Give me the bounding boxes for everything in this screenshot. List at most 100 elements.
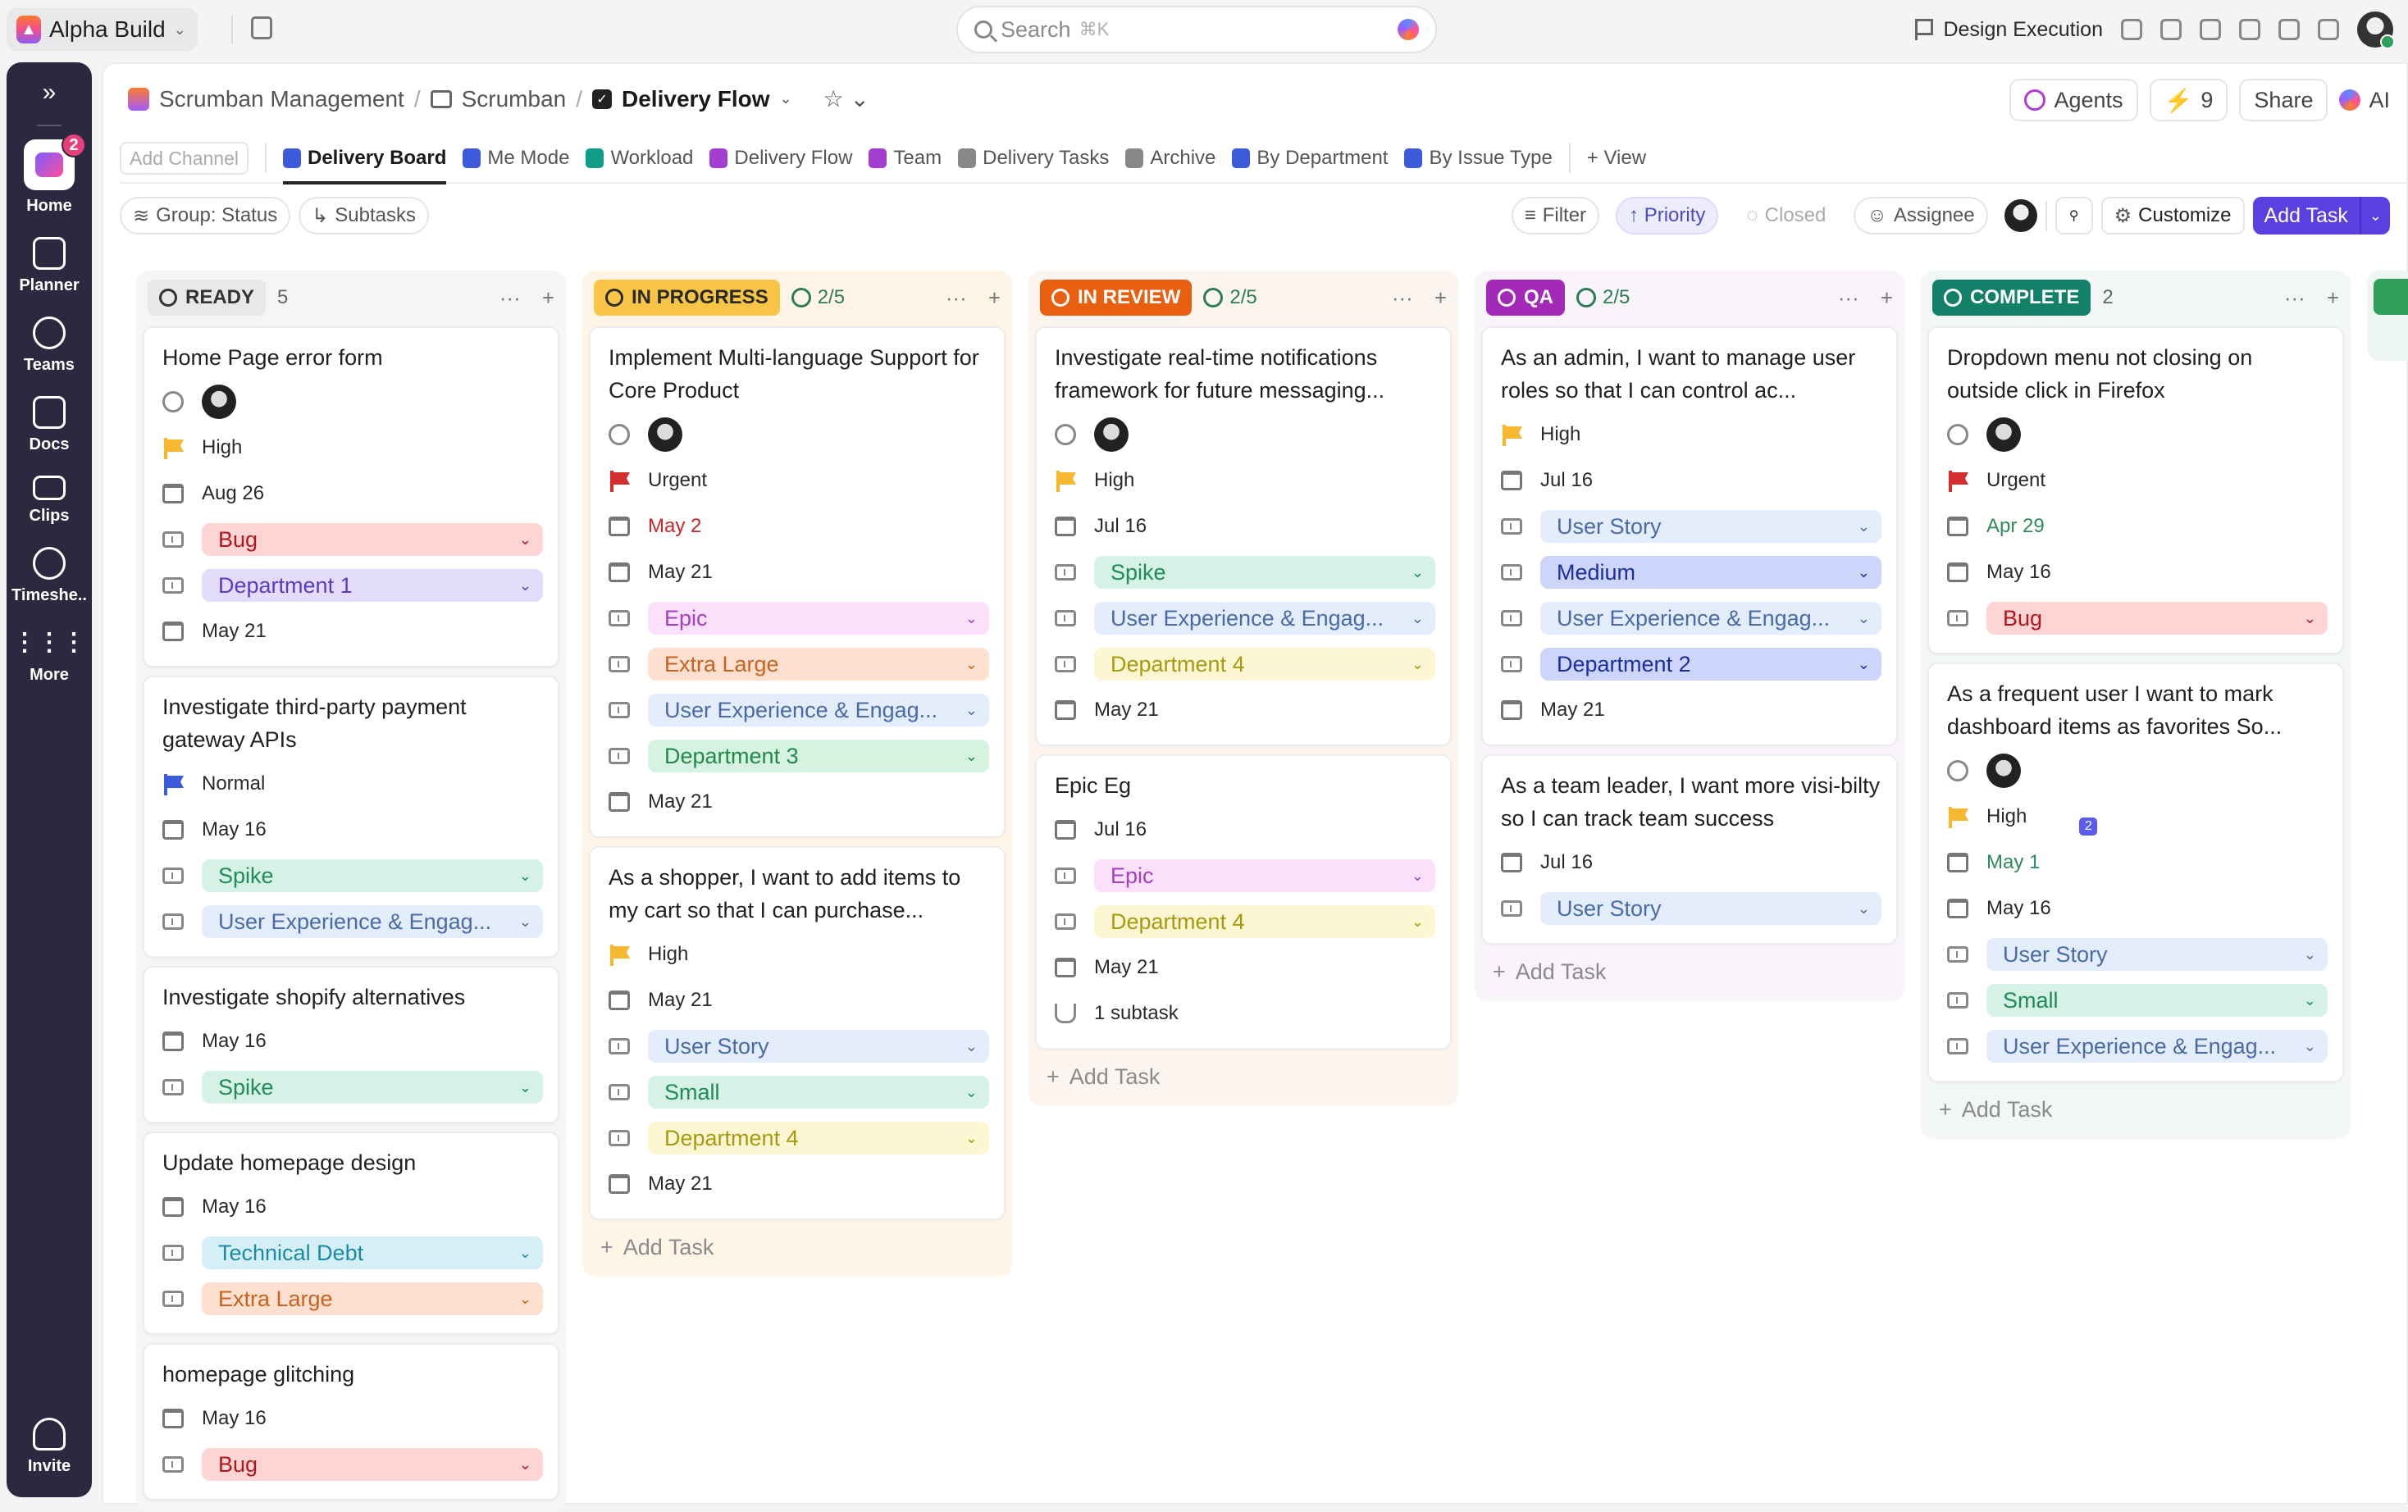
- date-label[interactable]: May 21: [648, 790, 713, 813]
- status-badge[interactable]: COMPLETE: [1932, 280, 2091, 316]
- add-icon[interactable]: +: [541, 285, 554, 310]
- filter-button[interactable]: ≡ Filter: [1511, 197, 1600, 235]
- task-card[interactable]: As an admin, I want to manage user roles…: [1481, 326, 1898, 746]
- date-label[interactable]: May 21: [202, 620, 267, 642]
- custom-field-dropdown[interactable]: Spike ⌄: [202, 1071, 543, 1104]
- custom-field-dropdown[interactable]: Epic ⌄: [648, 602, 989, 635]
- date-label[interactable]: May 21: [648, 989, 713, 1011]
- tab-delivery-tasks[interactable]: Delivery Tasks: [958, 134, 1109, 183]
- date-label[interactable]: Jul 16: [1540, 851, 1594, 873]
- custom-field-dropdown[interactable]: Spike ⌄: [1094, 556, 1435, 589]
- watchers-avatar-stack[interactable]: 2: [2059, 803, 2098, 836]
- priority-label[interactable]: High: [1986, 805, 2027, 827]
- priority-label[interactable]: Urgent: [648, 469, 708, 491]
- date-label[interactable]: Apr 29: [1986, 515, 2045, 537]
- date-label[interactable]: May 16: [202, 1030, 267, 1052]
- custom-field-dropdown[interactable]: Department 4 ⌄: [648, 1122, 989, 1154]
- task-title[interactable]: homepage glitching: [162, 1362, 355, 1387]
- tab-delivery-board[interactable]: Delivery Board: [283, 134, 447, 184]
- custom-field-dropdown[interactable]: Bug ⌄: [202, 1448, 543, 1481]
- breadcrumb-list[interactable]: Delivery Flow: [622, 85, 770, 112]
- avatar[interactable]: [1986, 417, 2021, 452]
- custom-field-dropdown[interactable]: User Story ⌄: [648, 1030, 989, 1063]
- task-title[interactable]: As a frequent user I want to mark dashbo…: [1947, 681, 2283, 739]
- closed-toggle[interactable]: ◌ Closed: [1735, 197, 1838, 235]
- task-card[interactable]: Investigate real-time notifications fram…: [1035, 326, 1452, 746]
- date-label[interactable]: Jul 16: [1094, 818, 1147, 840]
- task-title[interactable]: As a team leader, I want more visi-bilty…: [1501, 773, 1881, 831]
- sidebar-item-clips[interactable]: Clips: [30, 476, 69, 526]
- date-label[interactable]: May 2: [648, 515, 702, 537]
- add-task-button[interactable]: Add Task ⌄: [2252, 197, 2390, 235]
- workspace-switcher[interactable]: ▲ Alpha Build ⌄: [7, 7, 198, 52]
- date-label[interactable]: May 1: [1986, 851, 2041, 873]
- task-card[interactable]: As a shopper, I want to add items to my …: [589, 846, 1006, 1220]
- custom-field-dropdown[interactable]: Extra Large ⌄: [202, 1282, 543, 1315]
- custom-field-dropdown[interactable]: User Story ⌄: [1540, 892, 1881, 925]
- add-icon[interactable]: +: [987, 285, 1001, 310]
- task-title[interactable]: As a shopper, I want to add items to my …: [609, 865, 961, 922]
- priority-label[interactable]: High: [648, 943, 689, 965]
- alarm-clock-icon[interactable]: [2278, 19, 2300, 40]
- search-tasks-button[interactable]: ⚲: [2055, 197, 2093, 235]
- task-title[interactable]: Investigate shopify alternatives: [162, 985, 466, 1009]
- sidebar-item-docs[interactable]: Docs: [30, 396, 69, 454]
- avatar[interactable]: [1094, 417, 1129, 452]
- notepad-icon[interactable]: [2200, 19, 2221, 40]
- add-icon[interactable]: +: [2326, 285, 2339, 310]
- status-badge[interactable]: IN PROGRESS: [594, 280, 780, 316]
- date-label[interactable]: Aug 26: [202, 482, 265, 504]
- document-icon[interactable]: [2318, 19, 2339, 40]
- tab-workload[interactable]: Workload: [586, 134, 693, 183]
- task-card[interactable]: Update homepage design May 16 Technical De…: [143, 1132, 559, 1335]
- custom-field-dropdown[interactable]: Bug ⌄: [202, 523, 543, 556]
- expand-sidebar-icon[interactable]: »: [42, 79, 57, 106]
- custom-field-dropdown[interactable]: Department 4 ⌄: [1094, 648, 1435, 681]
- task-card[interactable]: As a team leader, I want more visi-bilty…: [1481, 754, 1898, 945]
- custom-field-dropdown[interactable]: Department 1 ⌄: [202, 569, 543, 602]
- date-label[interactable]: May 16: [202, 1195, 267, 1218]
- avatar[interactable]: [1986, 754, 2021, 788]
- task-title[interactable]: Investigate real-time notifications fram…: [1055, 345, 1385, 403]
- user-avatar[interactable]: [2357, 11, 2395, 49]
- sidebar-item-invite[interactable]: Invite: [28, 1418, 71, 1476]
- status-badge[interactable]: [2374, 279, 2408, 315]
- automations-button[interactable]: ⚡ 9: [2149, 79, 2228, 121]
- share-button[interactable]: Share: [2239, 79, 2328, 121]
- custom-field-dropdown[interactable]: Department 2 ⌄: [1540, 648, 1881, 681]
- add-view-button[interactable]: + View: [1586, 147, 1647, 169]
- custom-field-dropdown[interactable]: User Experience & Engag... ⌄: [648, 694, 989, 726]
- date-label[interactable]: May 16: [1986, 561, 2051, 583]
- avatar[interactable]: [648, 417, 682, 452]
- custom-field-dropdown[interactable]: Small ⌄: [648, 1076, 989, 1109]
- ai-button[interactable]: AI: [2339, 88, 2390, 113]
- task-card[interactable]: Implement Multi-language Support for Cor…: [589, 326, 1006, 838]
- group-by-button[interactable]: ≋ Group: Status: [120, 197, 291, 235]
- priority-sort-button[interactable]: ↑ Priority: [1616, 197, 1719, 235]
- custom-field-dropdown[interactable]: Department 3 ⌄: [648, 740, 989, 772]
- priority-label[interactable]: Normal: [202, 772, 266, 795]
- status-badge[interactable]: QA: [1486, 280, 1565, 316]
- custom-field-dropdown[interactable]: Bug ⌄: [1986, 602, 2328, 635]
- more-options-icon[interactable]: ···: [1391, 285, 1413, 310]
- task-card[interactable]: As a frequent user I want to mark dashbo…: [1927, 663, 2344, 1082]
- date-label[interactable]: May 21: [648, 1173, 713, 1195]
- date-label[interactable]: May 16: [202, 818, 267, 840]
- date-label[interactable]: May 16: [202, 1407, 267, 1429]
- subtasks-button[interactable]: ↳ Subtasks: [299, 197, 430, 235]
- add-icon[interactable]: +: [1880, 285, 1893, 310]
- task-card[interactable]: Investigate third-party payment gateway …: [143, 676, 559, 958]
- search-input[interactable]: Search ⌘K: [956, 6, 1437, 53]
- custom-field-dropdown[interactable]: User Experience & Engag... ⌄: [1986, 1030, 2328, 1063]
- sidebar-item-home[interactable]: 2 Home: [24, 133, 86, 216]
- add-task-link[interactable]: + Add Task: [1927, 1082, 2344, 1127]
- custom-field-dropdown[interactable]: Spike ⌄: [202, 859, 543, 892]
- task-title[interactable]: Home Page error form: [162, 345, 383, 370]
- task-card[interactable]: homepage glitching May 16 Bug ⌄: [143, 1343, 559, 1501]
- task-title[interactable]: As an admin, I want to manage user roles…: [1501, 345, 1856, 403]
- subtask-label[interactable]: 1 subtask: [1094, 1002, 1179, 1024]
- tab-by-department[interactable]: By Department: [1232, 134, 1388, 183]
- customize-button[interactable]: ⚙ Customize: [2100, 197, 2245, 235]
- more-options-icon[interactable]: ···: [2283, 285, 2305, 310]
- task-card[interactable]: Epic Eg Jul 16 Epic ⌄ Department 4 ⌄ May 21 1 s…: [1035, 754, 1452, 1050]
